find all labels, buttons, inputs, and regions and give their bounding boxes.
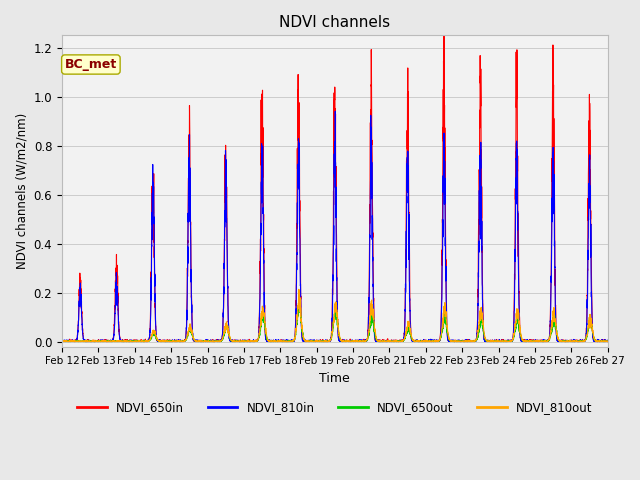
NDVI_650in bbox=[541, 338, 549, 344]
NDVI_650in bbox=[557, 338, 564, 344]
NDVI_810out bbox=[541, 339, 549, 345]
NDVI_810out bbox=[58, 339, 66, 345]
NDVI_810in bbox=[332, 108, 339, 114]
Line: NDVI_810out: NDVI_810out bbox=[62, 289, 640, 342]
NDVI_810in bbox=[541, 338, 549, 344]
NDVI_650in bbox=[406, 300, 414, 305]
NDVI_650in bbox=[179, 337, 186, 343]
NDVI_650out bbox=[179, 338, 186, 344]
NDVI_810in bbox=[375, 337, 383, 343]
NDVI_650out bbox=[557, 338, 564, 344]
NDVI_810in bbox=[179, 338, 186, 344]
NDVI_650out bbox=[513, 319, 521, 325]
NDVI_810out bbox=[295, 287, 303, 292]
NDVI_810in bbox=[58, 338, 66, 344]
Y-axis label: NDVI channels (W/m2/nm): NDVI channels (W/m2/nm) bbox=[15, 113, 28, 269]
NDVI_810in bbox=[557, 338, 564, 344]
NDVI_650in bbox=[440, 27, 448, 33]
NDVI_810out bbox=[406, 327, 414, 333]
NDVI_650in bbox=[513, 63, 521, 69]
NDVI_650in bbox=[416, 339, 424, 345]
Legend: NDVI_650in, NDVI_810in, NDVI_650out, NDVI_810out: NDVI_650in, NDVI_810in, NDVI_650out, NDV… bbox=[72, 396, 597, 419]
NDVI_650out bbox=[406, 331, 414, 337]
NDVI_810in bbox=[406, 308, 414, 313]
NDVI_810out bbox=[557, 338, 564, 344]
X-axis label: Time: Time bbox=[319, 372, 350, 385]
NDVI_650in bbox=[375, 338, 383, 344]
NDVI_810out bbox=[375, 338, 383, 344]
NDVI_650out bbox=[541, 338, 549, 344]
Title: NDVI channels: NDVI channels bbox=[279, 15, 390, 30]
NDVI_650out bbox=[295, 297, 303, 303]
Line: NDVI_650out: NDVI_650out bbox=[62, 300, 640, 342]
NDVI_810in bbox=[513, 196, 521, 202]
NDVI_650out bbox=[58, 339, 66, 345]
Line: NDVI_650in: NDVI_650in bbox=[62, 30, 640, 342]
NDVI_650out bbox=[563, 339, 571, 345]
NDVI_650in bbox=[58, 338, 66, 344]
Text: BC_met: BC_met bbox=[65, 58, 117, 71]
NDVI_810out bbox=[513, 306, 521, 312]
Line: NDVI_810in: NDVI_810in bbox=[62, 111, 640, 342]
NDVI_810in bbox=[457, 339, 465, 345]
NDVI_810out bbox=[179, 339, 186, 345]
NDVI_810out bbox=[604, 339, 612, 345]
NDVI_650out bbox=[375, 338, 383, 344]
